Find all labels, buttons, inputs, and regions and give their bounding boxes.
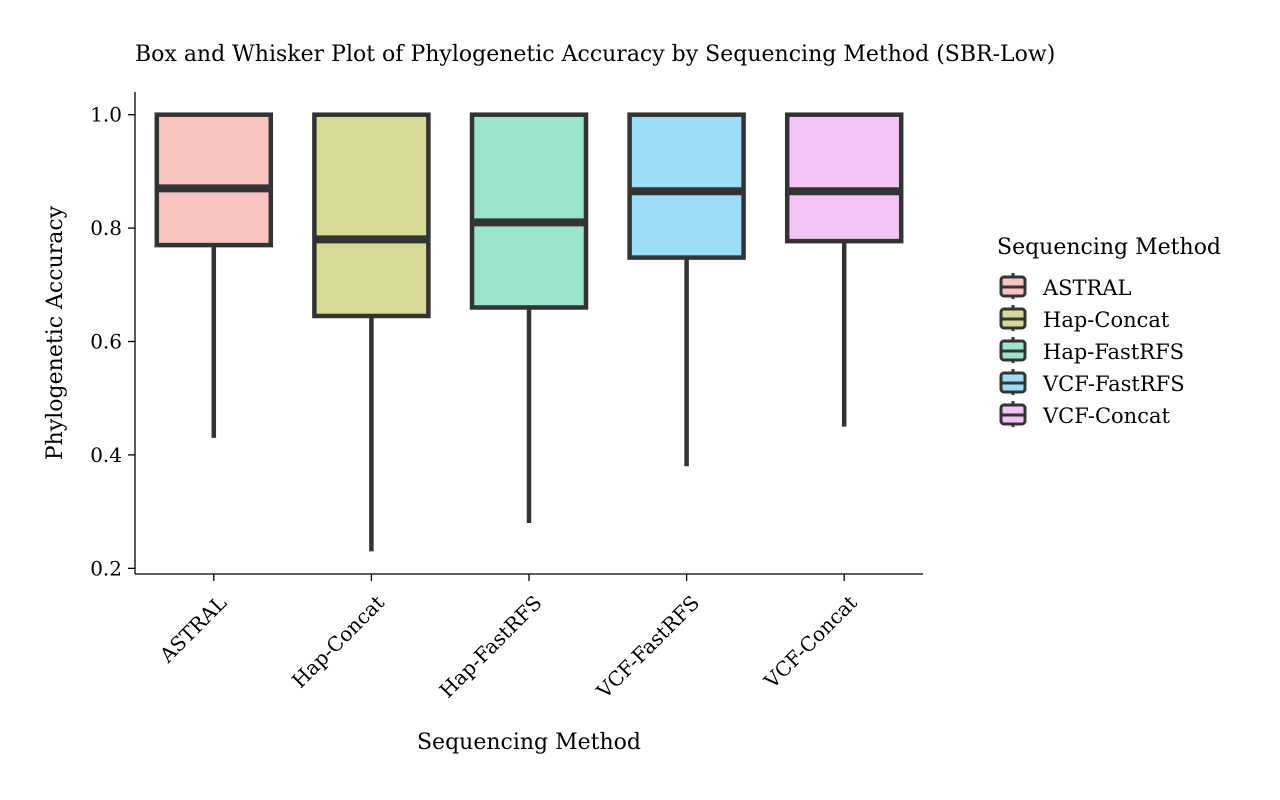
box-hap-fastrfs — [469, 112, 589, 310]
legend-label: VCF-FastRFS — [1042, 372, 1185, 396]
y-tick-label: 1.0 — [90, 103, 122, 127]
chart-title: Box and Whisker Plot of Phylogenetic Acc… — [135, 42, 1055, 67]
x-tick-label: Hap-Concat — [287, 591, 389, 693]
y-tick-label: 0.8 — [90, 216, 122, 240]
legend-label: VCF-Concat — [1042, 404, 1170, 428]
y-tick-label: 0.2 — [90, 556, 122, 580]
legend-label: Hap-FastRFS — [1043, 340, 1184, 364]
x-tick-label: VCF-Concat — [759, 591, 862, 694]
x-axis-title: Sequencing Method — [417, 730, 641, 755]
legend-label: ASTRAL — [1042, 276, 1132, 300]
box-hap-concat — [312, 112, 431, 319]
legend-label: Hap-Concat — [1043, 308, 1170, 332]
x-tick-label: VCF-FastRFS — [591, 591, 704, 704]
box-vcf-concat — [784, 112, 904, 244]
box-astral — [154, 112, 274, 248]
x-tick-label: ASTRAL — [154, 591, 231, 668]
y-tick-label: 0.4 — [90, 443, 122, 467]
y-tick-label: 0.6 — [90, 330, 122, 354]
x-tick-label: Hap-FastRFS — [435, 591, 547, 703]
box-vcf-fastrfs — [627, 112, 746, 260]
legend-title: Sequencing Method — [997, 235, 1221, 260]
plot-area: 0.2 0.4 0.6 0.8 1.0 ASTRAL Hap-Concat Hap-FastR… — [90, 92, 923, 704]
y-axis-title: Phylogenetic Accuracy — [43, 205, 68, 460]
legend: Sequencing Method ASTRAL Hap-Concat Hap-Fa… — [997, 235, 1221, 428]
